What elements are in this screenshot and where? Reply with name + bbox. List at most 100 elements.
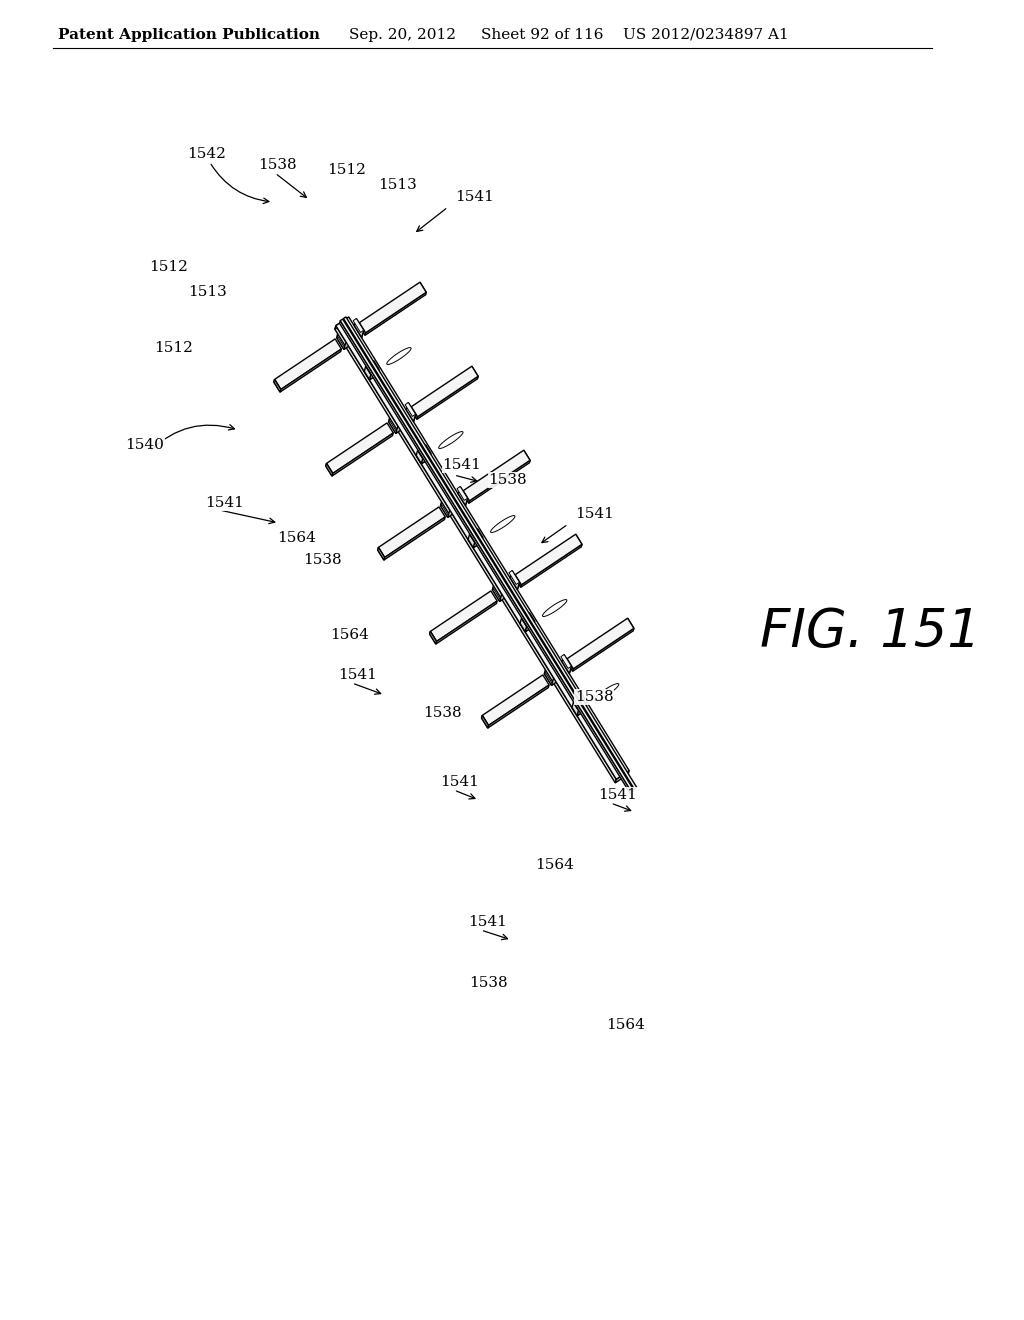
Text: Patent Application Publication: Patent Application Publication (57, 28, 319, 42)
Polygon shape (430, 591, 497, 642)
Polygon shape (340, 319, 634, 791)
Polygon shape (337, 326, 361, 350)
Polygon shape (562, 655, 571, 673)
Polygon shape (344, 330, 364, 350)
Polygon shape (552, 667, 571, 685)
Polygon shape (365, 292, 426, 335)
Polygon shape (545, 660, 570, 684)
Text: 1513: 1513 (378, 178, 417, 191)
Polygon shape (594, 684, 618, 701)
Text: 1541: 1541 (440, 775, 479, 789)
Polygon shape (578, 705, 587, 715)
Polygon shape (389, 408, 414, 432)
Polygon shape (515, 535, 582, 585)
Polygon shape (520, 618, 526, 632)
Polygon shape (436, 601, 497, 644)
Polygon shape (627, 618, 634, 631)
Polygon shape (572, 702, 586, 715)
Polygon shape (500, 582, 519, 602)
Polygon shape (407, 403, 416, 421)
Polygon shape (340, 321, 631, 793)
Polygon shape (487, 685, 549, 729)
Polygon shape (440, 499, 450, 517)
Text: 1538: 1538 (303, 553, 342, 568)
Polygon shape (370, 370, 379, 380)
Polygon shape (447, 498, 468, 517)
Polygon shape (342, 317, 629, 775)
Text: 1541: 1541 (455, 190, 494, 205)
Polygon shape (416, 450, 429, 463)
Text: Sep. 20, 2012: Sep. 20, 2012 (349, 28, 456, 42)
Polygon shape (523, 450, 530, 463)
Polygon shape (471, 366, 478, 379)
Text: 1564: 1564 (606, 1018, 645, 1032)
Polygon shape (388, 409, 414, 433)
Polygon shape (572, 702, 579, 715)
Polygon shape (337, 323, 362, 347)
Polygon shape (463, 450, 530, 500)
Text: 1512: 1512 (150, 260, 188, 275)
Polygon shape (341, 317, 349, 325)
Polygon shape (366, 360, 379, 375)
Polygon shape (575, 535, 582, 546)
Polygon shape (525, 622, 535, 632)
Polygon shape (509, 570, 519, 585)
Text: 1542: 1542 (187, 147, 226, 161)
Polygon shape (543, 599, 567, 616)
Polygon shape (343, 317, 637, 789)
Polygon shape (481, 715, 488, 729)
Polygon shape (273, 379, 281, 392)
Polygon shape (281, 348, 341, 392)
Polygon shape (326, 463, 333, 477)
Polygon shape (545, 661, 569, 685)
Text: FIG. 151: FIG. 151 (760, 606, 980, 657)
Text: 1512: 1512 (154, 341, 193, 355)
Polygon shape (353, 318, 364, 333)
Polygon shape (490, 516, 515, 532)
Text: 1541: 1541 (339, 668, 377, 682)
Polygon shape (520, 544, 582, 587)
Polygon shape (354, 318, 364, 338)
Polygon shape (567, 618, 634, 669)
Polygon shape (469, 461, 530, 503)
Text: 1541: 1541 (575, 507, 613, 521)
Polygon shape (335, 321, 342, 329)
Polygon shape (468, 535, 481, 548)
Polygon shape (378, 548, 385, 560)
Polygon shape (561, 655, 571, 668)
Text: 1538: 1538 (258, 158, 296, 172)
Polygon shape (440, 494, 466, 517)
Polygon shape (545, 667, 554, 685)
Polygon shape (326, 463, 333, 477)
Text: 1541: 1541 (442, 458, 481, 473)
Polygon shape (332, 433, 393, 477)
Polygon shape (573, 697, 587, 710)
Polygon shape (438, 432, 463, 449)
Text: 1541: 1541 (205, 496, 244, 510)
Polygon shape (470, 529, 483, 543)
Polygon shape (417, 376, 478, 420)
Polygon shape (493, 582, 502, 602)
Polygon shape (378, 548, 385, 560)
Polygon shape (365, 366, 371, 380)
Text: 1538: 1538 (575, 690, 613, 704)
Polygon shape (482, 675, 549, 726)
Polygon shape (493, 576, 518, 599)
Polygon shape (273, 379, 281, 392)
Polygon shape (335, 326, 616, 783)
Polygon shape (379, 507, 445, 557)
Polygon shape (336, 321, 623, 779)
Polygon shape (481, 715, 488, 729)
Polygon shape (327, 422, 393, 474)
Polygon shape (441, 491, 466, 515)
Polygon shape (274, 339, 341, 389)
Polygon shape (387, 347, 411, 364)
Polygon shape (365, 366, 378, 380)
Polygon shape (412, 366, 478, 417)
Polygon shape (457, 487, 468, 500)
Text: 1564: 1564 (330, 628, 369, 642)
Polygon shape (384, 517, 445, 560)
Polygon shape (343, 318, 634, 792)
Polygon shape (493, 578, 517, 602)
Polygon shape (337, 330, 346, 350)
